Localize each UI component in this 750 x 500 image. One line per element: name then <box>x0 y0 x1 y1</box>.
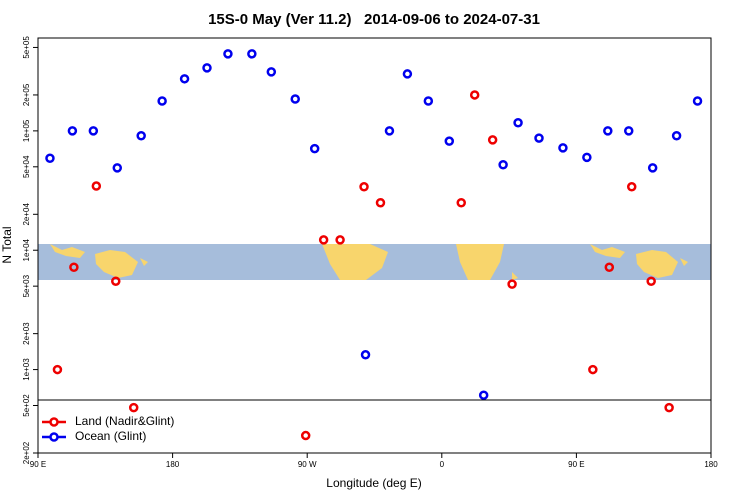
point <box>456 197 466 208</box>
point <box>88 126 99 136</box>
point <box>360 350 371 360</box>
point <box>671 131 682 141</box>
point <box>487 135 498 145</box>
y-tick-label: 5e+02 <box>22 394 31 417</box>
point <box>507 279 517 289</box>
point <box>318 235 329 245</box>
y-axis-label: N Total <box>0 226 14 263</box>
point <box>444 136 455 146</box>
point <box>111 276 121 286</box>
point <box>384 126 395 136</box>
point <box>247 49 257 59</box>
y-tick-label: 5e+03 <box>22 274 31 297</box>
point <box>335 235 345 245</box>
legend-marker <box>49 432 59 442</box>
point <box>45 153 55 163</box>
point <box>604 262 615 273</box>
point <box>664 402 674 413</box>
x-axis-label: Longitude (deg E) <box>326 476 421 490</box>
x-tick-label: 0 <box>440 460 445 469</box>
chart-title: 15S-0 May (Ver 11.2) 2014-09-06 to 2024-… <box>208 11 540 28</box>
y-tick-label: 1e+05 <box>22 119 31 142</box>
point <box>375 197 386 208</box>
legend-label: Ocean (Glint) <box>75 429 146 443</box>
point <box>423 96 434 106</box>
point <box>359 182 369 192</box>
map-strip <box>38 244 711 280</box>
point <box>626 182 637 192</box>
y-tick-label: 1e+03 <box>22 358 31 381</box>
point <box>223 49 233 59</box>
point <box>309 143 320 154</box>
legend-box <box>37 399 712 454</box>
point <box>582 152 592 163</box>
x-tick-label: 90 W <box>298 460 317 469</box>
point <box>91 181 102 191</box>
x-tick-label: 180 <box>166 460 180 469</box>
y-tick-label: 2e+03 <box>22 322 31 345</box>
point <box>136 131 146 141</box>
x-tick-label: 90 E <box>30 460 46 469</box>
point <box>300 430 311 441</box>
point <box>603 126 613 136</box>
point <box>623 126 634 136</box>
y-tick-label: 1e+04 <box>22 238 31 261</box>
y-tick-label: 2e+02 <box>22 441 31 464</box>
point <box>498 160 508 170</box>
point <box>69 262 79 273</box>
point <box>469 90 480 100</box>
point <box>692 96 703 106</box>
point <box>112 163 123 173</box>
point <box>157 96 167 106</box>
point <box>128 402 139 413</box>
point <box>402 69 413 79</box>
legend-marker <box>49 417 59 427</box>
x-tick-label: 180 <box>704 460 718 469</box>
y-tick-label: 2e+05 <box>22 83 31 106</box>
x-tick-label: 90 E <box>568 460 584 469</box>
point <box>588 364 598 375</box>
legend-label: Land (Nadir&Glint) <box>75 414 174 428</box>
point <box>647 163 658 173</box>
point <box>266 67 277 77</box>
y-tick-label: 5e+04 <box>22 155 31 178</box>
point <box>202 63 212 73</box>
point <box>513 117 523 128</box>
point <box>646 276 656 286</box>
point <box>179 74 190 84</box>
point <box>290 94 300 104</box>
y-tick-label: 5e+05 <box>22 36 31 59</box>
point <box>52 364 63 375</box>
y-tick-label: 2e+04 <box>22 203 31 226</box>
point <box>67 126 78 136</box>
point <box>534 133 544 143</box>
point <box>478 390 489 400</box>
point <box>558 143 568 153</box>
